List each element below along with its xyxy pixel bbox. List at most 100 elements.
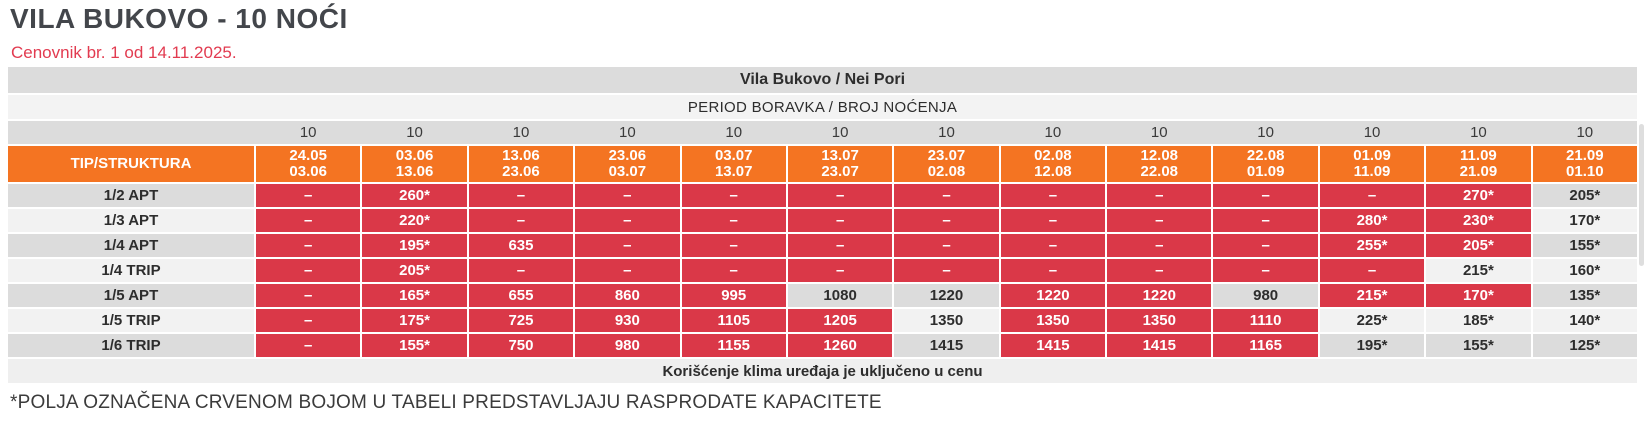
price-cell: 980 [1213, 284, 1318, 307]
price-cell-sold-out: 1260 [787, 334, 893, 357]
nights-cell: 10 [618, 124, 636, 141]
price-cell-sold-out: – [256, 234, 361, 257]
price-cell-sold-out: 1220 [1107, 284, 1212, 307]
price-cell-sold-out: – [1213, 209, 1318, 232]
nights-cell: 10 [1470, 124, 1487, 141]
dates-header-row: TIP/STRUKTURA 24.05 03.06 03.06 13.06 13.06 2… [8, 146, 1637, 182]
price-cell-sold-out: – [681, 259, 786, 282]
price-cell-sold-out: – [787, 259, 893, 282]
price-cell-sold-out: – [894, 184, 999, 207]
price-cell-sold-out: – [1000, 209, 1106, 232]
sold-out-footnote: *POLJA OZNAČENA CRVENOM BOJOM U TABELI P… [10, 392, 882, 413]
price-cell-sold-out: – [787, 234, 893, 257]
table-title-row: Vila Bukovo / Nei Pori [8, 67, 1637, 93]
nights-corner-spacer [8, 121, 254, 144]
price-cell: 195* [1319, 334, 1425, 357]
villa-location-label: Vila Bukovo / Nei Pori [739, 71, 906, 88]
price-cell-sold-out: 165* [362, 284, 467, 307]
date-to: 11.09 [1353, 163, 1391, 180]
price-cell-sold-out: 280* [1319, 209, 1425, 232]
nights-cell: 10 [512, 124, 530, 141]
price-cell: 215* [1426, 259, 1531, 282]
date-from: 13.07 [821, 147, 859, 164]
type-structure-header: TIP/STRUKTURA [8, 146, 254, 182]
price-cell-sold-out: – [681, 209, 786, 232]
price-cell-sold-out: 1165 [1213, 334, 1318, 357]
unit-type-label: 1/3 APT [8, 209, 254, 232]
date-from: 24.05 [289, 147, 327, 164]
price-cell: 140* [1532, 309, 1637, 332]
price-cell-sold-out: 1105 [681, 309, 786, 332]
price-cell-sold-out: 215* [1319, 284, 1425, 307]
date-from: 11.09 [1460, 147, 1497, 164]
date-to: 01.10 [1566, 163, 1604, 180]
price-cell-sold-out: – [1213, 234, 1318, 257]
table-row: 1/2 APT –260* – – – – – – – – –270* 205* [8, 184, 1637, 207]
price-cell: 185* [1426, 309, 1531, 332]
price-cell-sold-out: – [894, 234, 999, 257]
unit-type-label: 1/4 APT [8, 234, 254, 257]
price-cell-sold-out: 930 [575, 309, 680, 332]
date-to: 03.06 [289, 163, 327, 180]
price-cell-sold-out: – [787, 209, 893, 232]
price-cell: 155* [1532, 234, 1637, 257]
date-to: 22.08 [1140, 163, 1179, 180]
price-cell-sold-out: 220* [362, 209, 467, 232]
nights-cell: 10 [1257, 124, 1274, 141]
price-cell-sold-out: 205* [1426, 234, 1531, 257]
price-cell-sold-out: 270* [1426, 184, 1531, 207]
price-cell-sold-out: – [787, 184, 893, 207]
date-to: 23.07 [821, 163, 859, 180]
price-cell-sold-out: 1415 [1107, 334, 1212, 357]
price-cell-sold-out: – [256, 334, 361, 357]
date-to: 03.07 [608, 163, 647, 180]
date-range-header: 13.06 23.06 [468, 146, 574, 182]
date-from: 02.08 [1034, 147, 1072, 164]
price-cell-sold-out: – [1213, 184, 1318, 207]
price-cell-sold-out: 1205 [787, 309, 893, 332]
price-cell-sold-out: 195* [362, 234, 467, 257]
price-cell-sold-out: 725 [468, 309, 574, 332]
price-cell: 160* [1532, 259, 1637, 282]
price-cell: 205* [1532, 184, 1637, 207]
table-row: 1/5 APT –165* 655 860 995 1080 1220 1220 1220 980… [8, 284, 1637, 307]
price-table: Vila Bukovo / Nei Pori PERIOD BORAVKA / … [8, 67, 1637, 385]
nights-cell: 10 [1150, 124, 1168, 141]
nights-cell: 10 [1363, 124, 1381, 141]
date-from: 21.09 [1566, 147, 1604, 164]
price-cell-sold-out: – [681, 184, 786, 207]
date-to: 02.08 [927, 163, 966, 180]
price-cell-sold-out: 255* [1319, 234, 1425, 257]
date-range-header: 11.09 21.09 [1426, 146, 1531, 182]
price-cell: 170* [1532, 209, 1637, 232]
nights-cell: 10 [299, 124, 317, 141]
price-cell-sold-out: – [1107, 209, 1212, 232]
price-rows: 1/2 APT –260* – – – – – – – – –270* 205* 1/3 APT –220… [8, 184, 1637, 357]
price-cell: 1220 [894, 284, 999, 307]
table-row: 1/3 APT –220* – – – – – – – –280* 230* 170* [8, 209, 1637, 232]
date-from: 13.06 [502, 147, 540, 164]
price-cell-sold-out: – [1319, 259, 1425, 282]
scrollbar-thumb[interactable] [1639, 124, 1644, 266]
price-cell-sold-out: – [575, 209, 680, 232]
table-row: 1/5 TRIP –175* 725 930 1105 1205 1350 1350 1350 1… [8, 309, 1637, 332]
price-cell-sold-out: – [256, 259, 361, 282]
price-cell-sold-out: – [256, 309, 361, 332]
price-cell-sold-out: 860 [575, 284, 680, 307]
ac-included-note: Korišćenje klima uređaja je uključeno u … [662, 362, 983, 380]
table-row: 1/4 TRIP –205* – – – – – – – – –215* 160* [8, 259, 1637, 282]
price-cell: 225* [1319, 309, 1425, 332]
unit-type-label: 1/2 APT [8, 184, 254, 207]
price-cell-sold-out: – [894, 259, 999, 282]
price-cell-sold-out: – [575, 234, 680, 257]
price-cell-sold-out: 980 [575, 334, 680, 357]
price-cell-sold-out: – [1107, 234, 1212, 257]
price-cell-sold-out: – [681, 234, 786, 257]
date-to: 13.06 [395, 163, 434, 180]
price-cell-sold-out: – [1319, 184, 1425, 207]
table-row: 1/6 TRIP –155* 750 980 1155 1260 1415 1415 1415 1… [8, 334, 1637, 357]
price-cell-sold-out: 1415 [1000, 334, 1106, 357]
date-from: 03.07 [714, 147, 753, 164]
date-range-header: 21.09 01.10 [1532, 146, 1637, 182]
